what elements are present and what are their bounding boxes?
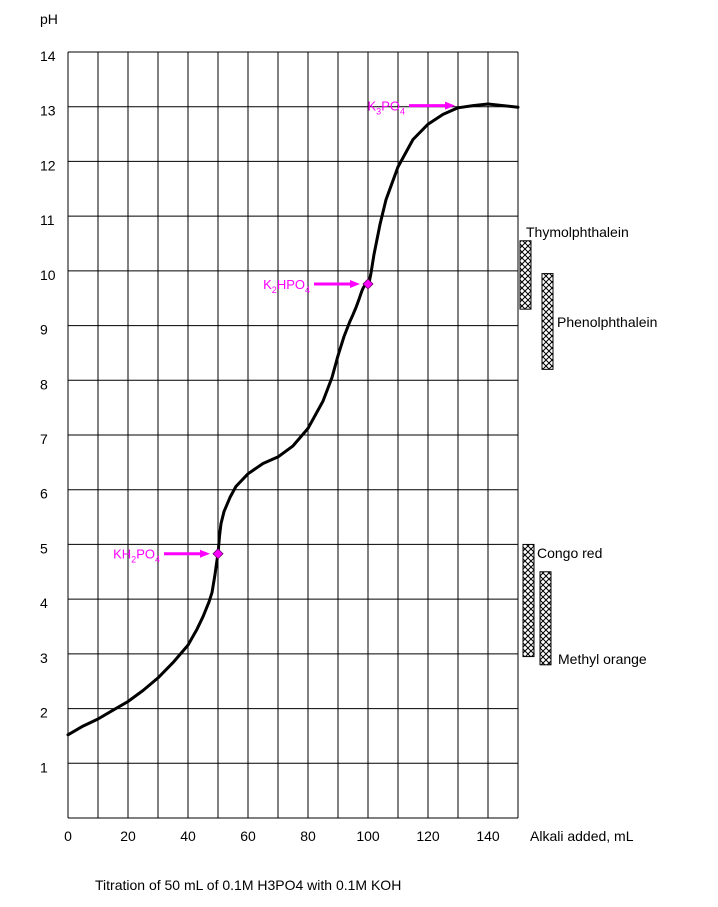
annotation-marker — [362, 278, 374, 290]
indicator-methyl-orange: Methyl orange — [539, 571, 647, 667]
species-annotations: KH2PO4 K2HPO4 K3PO4 — [113, 99, 455, 565]
x-tick-label: 80 — [300, 828, 316, 844]
indicator-label: Methyl orange — [558, 651, 647, 667]
annotation-label: K3PO4 — [368, 99, 406, 117]
indicator-range-bar — [519, 240, 532, 310]
y-tick-label: 10 — [40, 267, 56, 283]
x-tick-label: 0 — [64, 828, 72, 844]
y-tick-label: 5 — [40, 540, 48, 556]
indicator-thymolphthalein: Thymolphthalein — [519, 224, 629, 310]
indicator-ranges: Thymolphthalein Phenolphthalein Congo red M… — [519, 224, 657, 667]
annotation-arrow-head — [445, 101, 455, 110]
x-tick-label: 120 — [416, 828, 440, 844]
ph-curve-line — [66, 102, 520, 737]
x-tick-label: 20 — [120, 828, 136, 844]
y-axis-label: pH — [40, 11, 58, 27]
x-tick-label: 40 — [180, 828, 196, 844]
indicator-range-bar — [522, 543, 535, 658]
annotation-label: KH2PO4 — [113, 547, 160, 565]
x-tick-label: 100 — [356, 828, 380, 844]
indicator-phenolphthalein: Phenolphthalein — [541, 273, 657, 370]
annotation-marker — [212, 548, 224, 560]
x-tick-label: 140 — [476, 828, 500, 844]
indicator-label: Phenolphthalein — [557, 314, 657, 330]
x-tick-label: 60 — [240, 828, 256, 844]
annotation-arrow-head — [200, 549, 210, 558]
annotation-arrow-head — [350, 279, 360, 288]
y-tick-label: 14 — [40, 48, 56, 64]
annotation-label: K2HPO4 — [263, 277, 310, 295]
indicator-range-bar — [541, 273, 554, 370]
y-tick-label: 9 — [40, 322, 48, 338]
x-axis-label: Alkali added, mL — [530, 828, 634, 844]
chart-title: Titration of 50 mL of 0.1M H3PO4 with 0.… — [95, 877, 401, 893]
y-tick-label: 6 — [40, 486, 48, 502]
y-tick-label: 13 — [40, 103, 56, 119]
y-tick-label: 1 — [40, 759, 48, 775]
y-tick-label: 3 — [40, 650, 48, 666]
x-axis-ticks: 0 20 40 60 80 100 120 140 — [64, 828, 500, 844]
annotation-k3po4: K3PO4 — [368, 99, 455, 117]
indicator-label: Congo red — [537, 545, 602, 561]
indicator-congo-red: Congo red — [522, 543, 602, 658]
y-tick-label: 2 — [40, 705, 48, 721]
y-tick-label: 8 — [40, 376, 48, 392]
indicator-range-bar — [539, 571, 552, 666]
y-tick-label: 4 — [40, 595, 48, 611]
y-tick-label: 12 — [40, 157, 56, 173]
annotation-k2hpo4: K2HPO4 — [263, 277, 374, 295]
y-tick-label: 11 — [40, 212, 55, 228]
y-tick-label: 7 — [40, 431, 48, 447]
annotation-kh2po4: KH2PO4 — [113, 547, 224, 565]
indicator-label: Thymolphthalein — [526, 224, 629, 240]
chart-grid — [67, 51, 519, 819]
